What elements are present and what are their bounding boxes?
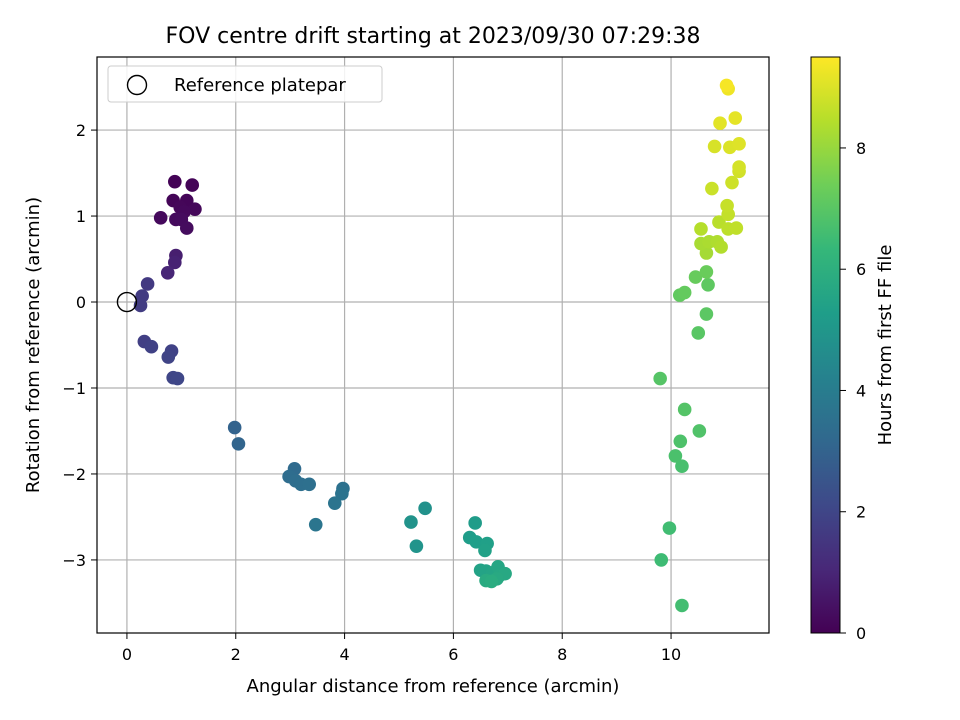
- data-point: [160, 265, 175, 280]
- data-point: [227, 420, 242, 435]
- data-point: [694, 222, 708, 236]
- legend-marker-icon: [126, 74, 148, 96]
- data-point: [327, 496, 342, 510]
- axes-frame: [96, 56, 770, 634]
- x-tick-label: 8: [557, 645, 567, 664]
- data-point: [699, 265, 714, 279]
- y-axis-ticks: −3 −2 −1 0 1 2: [62, 121, 97, 570]
- colorbar-tick-label: 8: [856, 139, 866, 158]
- data-points: [133, 78, 746, 613]
- data-point: [725, 175, 739, 190]
- data-point: [707, 139, 722, 154]
- reference-marker: [116, 291, 138, 313]
- x-tick-label: 4: [339, 645, 349, 664]
- data-point: [179, 221, 194, 235]
- data-point: [168, 255, 182, 270]
- x-axis-ticks: 0 2 4 6 8 10: [122, 633, 681, 664]
- data-point: [140, 277, 155, 291]
- data-point: [308, 517, 323, 532]
- data-point: [729, 221, 744, 235]
- data-point: [153, 210, 168, 225]
- colorbar-tick-label: 2: [856, 503, 866, 522]
- data-point: [732, 137, 746, 151]
- data-point: [699, 307, 714, 321]
- data-point: [161, 350, 176, 364]
- data-point: [335, 486, 349, 501]
- data-point: [719, 78, 734, 93]
- data-point: [418, 501, 432, 516]
- data-point: [478, 543, 492, 558]
- y-tick-label: 2: [76, 121, 86, 140]
- data-point: [675, 598, 689, 613]
- y-axis-label: Rotation from reference (arcmin): [23, 197, 44, 493]
- reference-point-icon: [116, 291, 138, 313]
- colorbar-tick-label: 6: [856, 260, 866, 279]
- y-tick-label: 0: [76, 293, 86, 312]
- x-tick-label: 6: [448, 645, 458, 664]
- data-point: [691, 326, 706, 340]
- data-point: [133, 298, 148, 313]
- data-point: [484, 574, 499, 589]
- data-point: [409, 539, 424, 553]
- data-point: [185, 178, 200, 192]
- y-tick-label: −2: [62, 465, 86, 484]
- y-tick-label: 1: [76, 207, 86, 226]
- data-point: [170, 371, 185, 386]
- colorbar-label: Hours from first FF file: [875, 245, 896, 446]
- data-point: [469, 535, 484, 549]
- data-point: [705, 181, 719, 196]
- data-point: [701, 278, 715, 292]
- data-point: [654, 553, 669, 567]
- data-point: [692, 424, 707, 438]
- data-point: [302, 477, 317, 492]
- data-point: [168, 174, 182, 189]
- grid-lines: [97, 57, 769, 633]
- colorbar: 0 2 4 6 8 Hours from first FF file: [810, 56, 896, 643]
- data-point: [468, 516, 482, 530]
- data-point: [673, 434, 688, 449]
- data-point: [712, 215, 726, 229]
- data-point: [653, 371, 667, 386]
- data-point: [675, 459, 689, 474]
- legend-frame: [107, 65, 383, 103]
- data-point: [404, 515, 418, 529]
- x-tick-label: 0: [122, 645, 132, 664]
- legend: Reference platepar: [107, 65, 383, 103]
- data-point: [677, 402, 692, 417]
- data-point: [732, 160, 746, 174]
- colorbar-gradient: [810, 56, 841, 634]
- data-point: [720, 198, 734, 213]
- data-point: [714, 240, 728, 254]
- data-point: [688, 270, 703, 284]
- colorbar-ticks: 0 2 4 6 8: [840, 139, 866, 643]
- x-tick-label: 2: [231, 645, 241, 664]
- data-point: [728, 111, 743, 125]
- data-point: [188, 202, 202, 216]
- legend-label: Reference platepar: [174, 75, 346, 96]
- data-point: [677, 285, 692, 300]
- data-point: [662, 521, 677, 535]
- colorbar-tick-label: 0: [856, 624, 866, 643]
- colorbar-tick-label: 4: [856, 381, 866, 400]
- data-point: [144, 339, 159, 354]
- y-tick-label: −3: [62, 551, 86, 570]
- chart-title: FOV centre drift starting at 2023/09/30 …: [166, 24, 701, 49]
- y-tick-label: −1: [62, 379, 86, 398]
- data-point: [713, 116, 727, 130]
- data-point: [668, 449, 683, 463]
- x-axis-label: Angular distance from reference (arcmin): [247, 676, 620, 697]
- data-point: [231, 437, 246, 451]
- x-tick-label: 10: [661, 645, 681, 664]
